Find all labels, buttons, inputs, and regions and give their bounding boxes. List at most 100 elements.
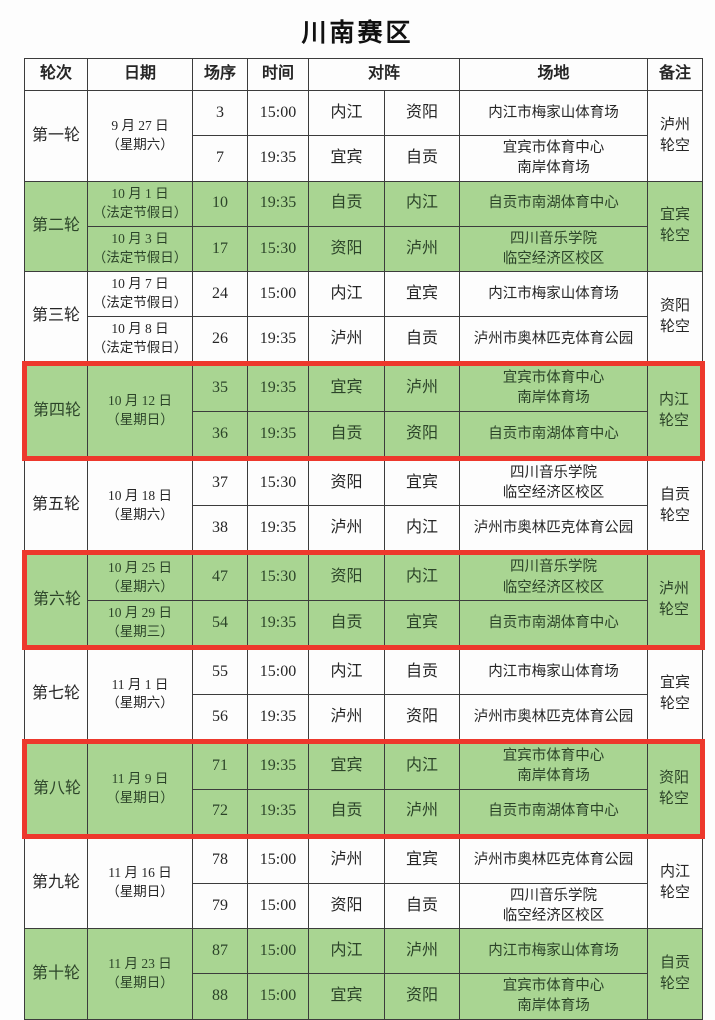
- round-name: 第一轮: [24, 90, 88, 182]
- match-venue: 自贡市南湖体育中心: [459, 788, 649, 837]
- team-home: 泸州: [308, 835, 385, 884]
- match-row: 10 月 8 日 （法定节假日） 26 19:35 泸州 自贡 泸州市奥林匹克体育公园: [25, 316, 703, 365]
- match-venue: 宜宾市体育中心 南岸体育场: [459, 363, 649, 412]
- team-away: 泸州: [383, 225, 461, 273]
- table-header: 轮次 日期 场序 时间 对阵 场地 备注: [24, 58, 704, 91]
- match-row: 第七轮 11 月 1 日 （星期六） 55 15:00 内江 自贡 内江市梅家山体育场 宜宾 …: [24, 646, 704, 742]
- team-away: 自贡: [383, 135, 461, 182]
- match-row: 第二轮 10 月 1 日 （法定节假日） 10 19:35 自贡 内江 自贡市南湖体育中心宜…: [24, 180, 704, 273]
- round-note: 泸州 轮空: [647, 90, 704, 182]
- team-home: 内江: [308, 271, 385, 318]
- match-row: 56 19:35 泸州 资阳 泸州市奥林匹克体育公园: [25, 693, 703, 742]
- round-name: 第七轮: [24, 646, 88, 742]
- match-venue: 四川音乐学院 临空经济区校区: [459, 225, 649, 273]
- match-row: 第九轮 11 月 16 日 （星期日） 78 15:00 泸州 宜宾 泸州市奥林匹克体育公园…: [24, 835, 704, 930]
- round-note: 宜宾 轮空: [647, 180, 704, 273]
- match-no: 71: [192, 740, 248, 790]
- match-venue: 自贡市南湖体育中心: [459, 410, 649, 459]
- round-name: 第八轮: [24, 740, 88, 837]
- match-date: 10 月 18 日 （星期六）: [87, 457, 193, 554]
- match-time: 15:00: [247, 90, 309, 136]
- round-group-2: 第二轮 10 月 1 日 （法定节假日） 10 19:35 自贡 内江 自贡市南湖体育中心宜…: [24, 180, 704, 273]
- header-date: 日期: [87, 58, 193, 91]
- match-time: 15:00: [247, 271, 309, 318]
- match-row: 36 19:35 自贡 资阳 自贡市南湖体育中心: [25, 410, 703, 459]
- team-away: 宜宾: [383, 457, 461, 507]
- match-date: 10 月 3 日 （法定节假日）: [87, 225, 193, 273]
- team-away: 泸州: [383, 928, 461, 975]
- match-venue: 宜宾市体育中心 南岸体育场: [459, 135, 649, 182]
- match-date: 11 月 9 日 （星期日）: [87, 740, 193, 837]
- match-venue: 泸州市奥林匹克体育公园: [459, 505, 649, 554]
- match-venue: 泸州市奥林匹克体育公园: [459, 316, 649, 365]
- round-group-10: 第十轮 11 月 23 日 （星期日） 87 15:00 内江 泸州 内江市梅家山体育场 自贡…: [24, 928, 704, 1020]
- header-match-no: 场序: [192, 58, 248, 91]
- match-no: 26: [192, 316, 248, 365]
- team-home: 资阳: [308, 552, 385, 601]
- match-date: 10 月 7 日 （法定节假日）: [87, 271, 193, 318]
- match-venue: 宜宾市体育中心 南岸体育场: [459, 973, 649, 1020]
- round-group-5: 第五轮 10 月 18 日 （星期六） 37 15:30 资阳 宜宾 四川音乐学院 临空经济…: [24, 457, 704, 554]
- match-no: 37: [192, 457, 248, 507]
- match-time: 15:30: [247, 225, 309, 273]
- match-no: 72: [192, 788, 248, 837]
- match-venue: 内江市梅家山体育场: [459, 646, 649, 695]
- team-home: 自贡: [308, 599, 385, 648]
- match-row: 72 19:35 自贡 泸州 自贡市南湖体育中心: [25, 788, 703, 837]
- round-group-9: 第九轮 11 月 16 日 （星期日） 78 15:00 泸州 宜宾 泸州市奥林匹克体育公园…: [24, 835, 704, 930]
- round-note: 自贡 轮空: [647, 928, 704, 1020]
- match-time: 19:35: [247, 740, 309, 790]
- team-home: 泸州: [308, 316, 385, 365]
- team-home: 泸州: [308, 505, 385, 554]
- match-no: 10: [192, 180, 248, 227]
- match-date: 10 月 25 日 （星期六）: [87, 552, 193, 601]
- round-group-1: 第一轮 9 月 27 日 （星期六） 3 15:00 内江 资阳 内江市梅家山体育场 泸州 轮…: [24, 90, 704, 182]
- match-row: 第四轮 10 月 12 日 （星期日） 35 19:35 宜宾 泸州 宜宾市体育中心 南岸体…: [24, 363, 704, 459]
- match-time: 19:35: [247, 180, 309, 227]
- match-date: 10 月 29 日 （星期三）: [87, 599, 193, 648]
- match-time: 19:35: [247, 135, 309, 182]
- round-note: 内江 轮空: [647, 835, 704, 930]
- round-group-3: 第三轮 10 月 7 日 （法定节假日） 24 15:00 内江 宜宾 内江市梅家山体育场资…: [24, 271, 704, 365]
- round-name: 第十轮: [24, 928, 88, 1020]
- team-away: 资阳: [383, 90, 461, 136]
- team-away: 内江: [383, 740, 461, 790]
- team-away: 内江: [383, 552, 461, 601]
- team-away: 内江: [383, 505, 461, 554]
- match-venue: 四川音乐学院 临空经济区校区: [459, 457, 649, 507]
- round-note: 泸州 轮空: [647, 552, 704, 648]
- match-venue: 内江市梅家山体育场: [459, 90, 649, 136]
- round-note: 自贡 轮空: [647, 457, 704, 554]
- match-no: 3: [192, 90, 248, 136]
- match-no: 55: [192, 646, 248, 695]
- match-venue: 泸州市奥林匹克体育公园: [459, 835, 649, 884]
- match-row: 79 15:00 资阳 自贡 四川音乐学院 临空经济区校区: [25, 882, 703, 930]
- team-away: 自贡: [383, 882, 461, 930]
- match-no: 56: [192, 693, 248, 742]
- match-row: 7 19:35 宜宾 自贡 宜宾市体育中心 南岸体育场: [25, 135, 703, 182]
- header-matchup: 对阵: [307, 58, 461, 91]
- match-time: 15:00: [247, 973, 309, 1020]
- schedule-table: 轮次 日期 场序 时间 对阵 场地 备注 第一轮 9 月 27 日 （星期六） 3 1…: [22, 58, 705, 1020]
- match-row: 10 月 29 日 （星期三） 54 19:35 自贡 宜宾 自贡市南湖体育中心: [25, 599, 703, 648]
- match-no: 36: [192, 410, 248, 459]
- match-date: 11 月 1 日 （星期六）: [87, 646, 193, 742]
- team-home: 泸州: [308, 693, 385, 742]
- match-no: 47: [192, 552, 248, 601]
- match-row: 第十轮 11 月 23 日 （星期日） 87 15:00 内江 泸州 内江市梅家山体育场 自贡…: [24, 928, 704, 1020]
- team-home: 自贡: [308, 410, 385, 459]
- team-away: 自贡: [383, 646, 461, 695]
- team-home: 内江: [308, 928, 385, 975]
- match-date: 9 月 27 日 （星期六）: [87, 90, 193, 182]
- round-group-8: 第八轮 11 月 9 日 （星期日） 71 19:35 宜宾 内江 宜宾市体育中心 南岸体育…: [24, 740, 704, 837]
- round-note: 宜宾 轮空: [647, 646, 704, 742]
- team-away: 宜宾: [383, 835, 461, 884]
- match-no: 35: [192, 363, 248, 412]
- match-venue: 自贡市南湖体育中心: [459, 599, 649, 648]
- match-time: 15:00: [247, 835, 309, 884]
- team-home: 资阳: [308, 457, 385, 507]
- round-name: 第五轮: [24, 457, 88, 554]
- match-venue: 泸州市奥林匹克体育公园: [459, 693, 649, 742]
- header-row: 轮次 日期 场序 时间 对阵 场地 备注: [24, 58, 704, 91]
- match-no: 17: [192, 225, 248, 273]
